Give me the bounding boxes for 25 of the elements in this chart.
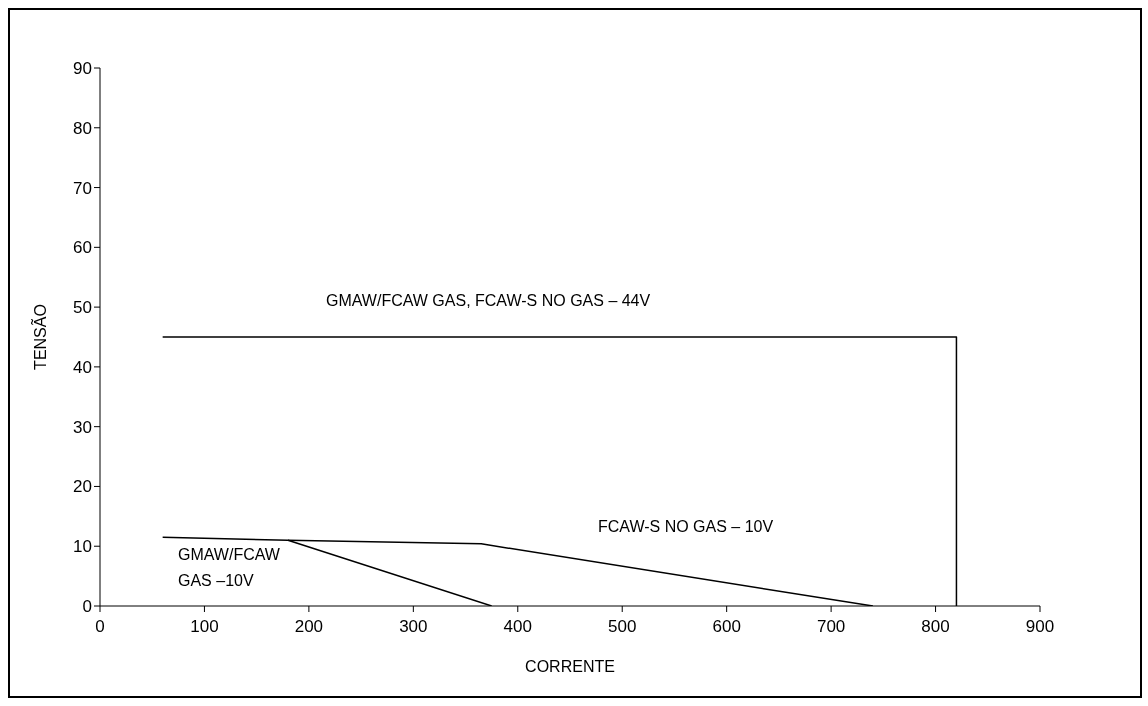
annotation: GMAW/FCAW GAS, FCAW-S NO GAS – 44V (326, 291, 652, 311)
y-tick-label: 80 (73, 118, 92, 138)
x-axis-title: CORRENTE (525, 658, 615, 675)
x-tick-label: 800 (921, 617, 950, 637)
x-tick-label: 900 (1025, 617, 1055, 637)
x-tick-label: 400 (503, 617, 532, 637)
y-tick-label: 60 (73, 238, 92, 258)
x-tick-label: 0 (95, 617, 105, 637)
x-tick-label: 200 (294, 617, 324, 637)
y-tick-label: 50 (73, 298, 92, 318)
y-tick-label: 90 (73, 59, 92, 79)
x-tick-label: 500 (608, 617, 637, 637)
x-tick-label: 600 (712, 617, 741, 637)
y-tick-label: 70 (73, 178, 92, 198)
x-tick-label: 300 (399, 617, 428, 637)
x-tick-label: 700 (816, 617, 846, 637)
annotation: FCAW-S NO GAS – 10V (598, 517, 775, 537)
y-tick-label: 0 (82, 597, 92, 617)
y-tick-label: 10 (73, 537, 92, 557)
y-tick-label: 30 (73, 417, 92, 437)
x-tick-label: 100 (190, 617, 219, 637)
annotation: GMAW/FCAW GAS –10V (178, 545, 281, 591)
y-axis-title: TENSÃO (29, 304, 49, 370)
y-tick-label: 20 (73, 477, 92, 497)
y-tick-label: 40 (73, 357, 92, 377)
